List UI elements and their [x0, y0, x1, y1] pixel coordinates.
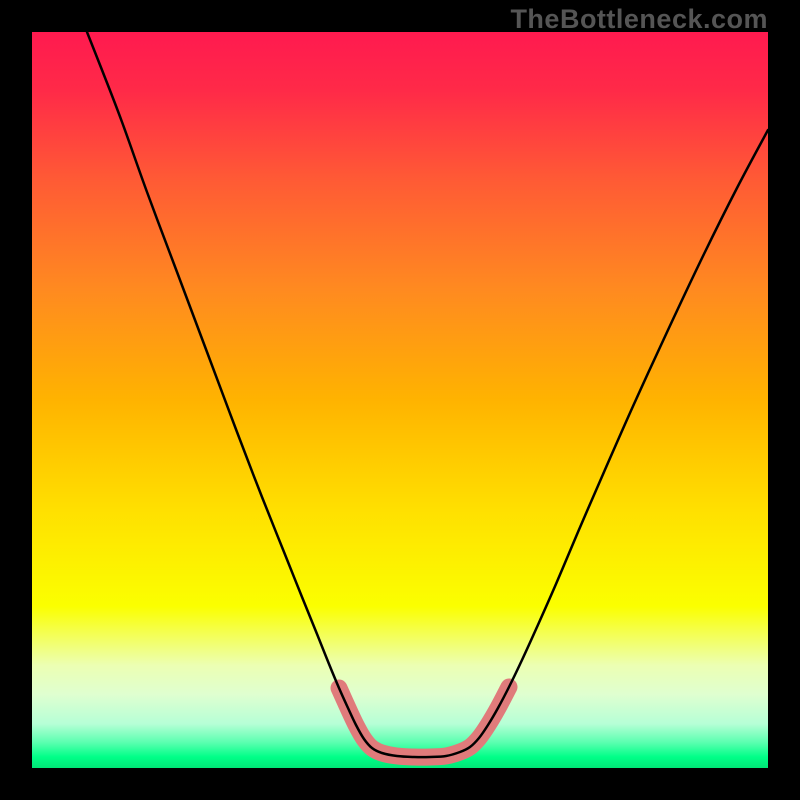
bottleneck-highlight	[339, 687, 509, 757]
curve-overlay	[0, 0, 800, 800]
watermark-label: TheBottleneck.com	[510, 4, 768, 35]
bottleneck-curve	[87, 32, 768, 757]
plot-group	[87, 32, 768, 757]
chart-stage: TheBottleneck.com	[0, 0, 800, 800]
